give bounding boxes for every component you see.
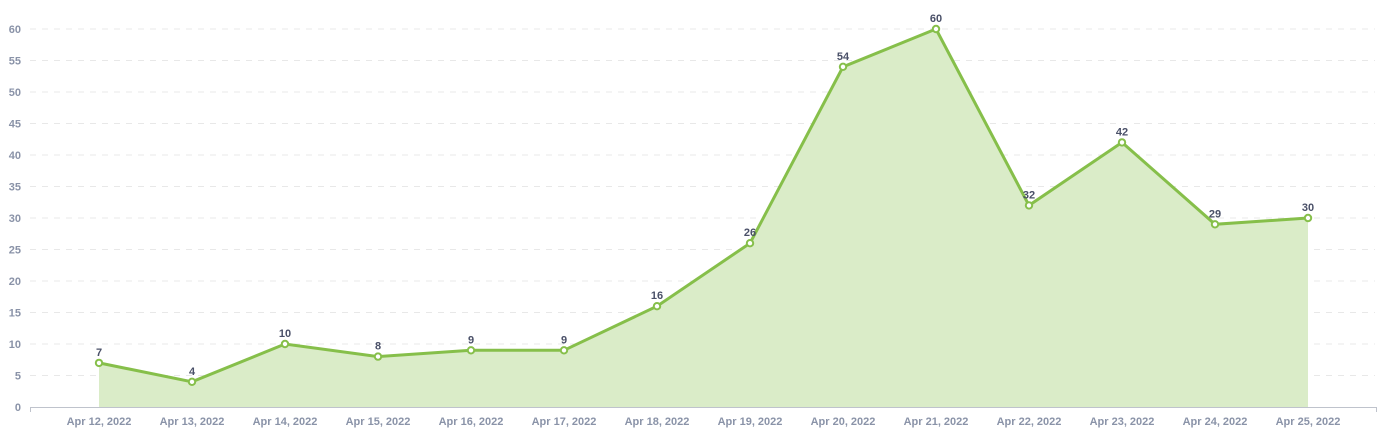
data-label: 54 bbox=[837, 51, 850, 63]
data-label: 30 bbox=[1302, 202, 1314, 214]
data-point bbox=[373, 352, 383, 361]
y-tick-label: 55 bbox=[9, 56, 21, 68]
data-point bbox=[466, 346, 476, 355]
y-tick-label: 20 bbox=[9, 276, 21, 288]
data-label: 32 bbox=[1023, 189, 1035, 201]
data-point bbox=[1210, 220, 1220, 229]
y-tick-label: 30 bbox=[9, 213, 21, 225]
y-tick-label: 60 bbox=[9, 24, 21, 36]
data-point bbox=[94, 358, 104, 368]
y-tick-label: 15 bbox=[9, 308, 21, 320]
data-label: 9 bbox=[468, 334, 474, 346]
data-label: 8 bbox=[375, 341, 381, 353]
x-tick-label: Apr 17, 2022 bbox=[532, 416, 597, 428]
data-label: 26 bbox=[744, 227, 756, 239]
data-point bbox=[652, 302, 662, 311]
data-point bbox=[559, 346, 569, 355]
x-tick-label: Apr 16, 2022 bbox=[439, 416, 504, 428]
x-tick-label: Apr 19, 2022 bbox=[718, 416, 783, 428]
data-label: 7 bbox=[96, 347, 102, 359]
y-tick-label: 45 bbox=[9, 119, 21, 131]
data-label: 10 bbox=[279, 328, 291, 340]
x-tick-label: Apr 20, 2022 bbox=[811, 416, 876, 428]
data-label: 42 bbox=[1116, 126, 1128, 138]
data-point bbox=[1024, 201, 1034, 210]
data-label: 9 bbox=[561, 334, 567, 346]
data-point bbox=[838, 62, 848, 72]
data-label: 29 bbox=[1209, 208, 1221, 220]
x-tick-label: Apr 13, 2022 bbox=[160, 416, 225, 428]
series-line bbox=[98, 27, 1309, 384]
data-point bbox=[280, 339, 290, 349]
x-tick-label: Apr 12, 2022 bbox=[67, 416, 132, 428]
y-tick-label: 10 bbox=[9, 339, 21, 351]
data-label: 4 bbox=[189, 366, 196, 378]
data-point bbox=[745, 239, 755, 248]
data-points bbox=[94, 24, 1313, 386]
data-point bbox=[931, 24, 941, 34]
x-tick-label: Apr 24, 2022 bbox=[1183, 416, 1248, 428]
x-axis-ticks: Apr 12, 2022 Apr 13, 2022 Apr 14, 2022 Apr … bbox=[30, 407, 1377, 428]
data-point bbox=[1303, 213, 1313, 223]
data-label: 60 bbox=[930, 13, 942, 25]
x-tick-label: Apr 18, 2022 bbox=[625, 416, 690, 428]
x-tick-label: Apr 23, 2022 bbox=[1090, 416, 1155, 428]
data-point bbox=[1117, 138, 1127, 147]
y-tick-label: 40 bbox=[9, 150, 21, 162]
y-tick-label: 25 bbox=[9, 245, 21, 257]
y-tick-label: 35 bbox=[9, 182, 21, 194]
x-tick-label: Apr 15, 2022 bbox=[346, 416, 411, 428]
area-fill bbox=[99, 29, 1308, 407]
data-labels: 7 4 10 8 9 9 16 26 54 60 32 42 29 30 bbox=[96, 13, 1314, 378]
y-tick-label: 50 bbox=[9, 87, 21, 99]
x-tick-label: Apr 22, 2022 bbox=[997, 416, 1062, 428]
y-tick-label: 5 bbox=[15, 371, 21, 383]
data-point bbox=[187, 377, 197, 386]
data-label: 16 bbox=[651, 290, 663, 302]
y-axis: 0 5 10 15 20 25 30 35 40 45 50 55 60 bbox=[9, 24, 21, 414]
x-tick-label: Apr 14, 2022 bbox=[253, 416, 318, 428]
x-tick-label: Apr 25, 2022 bbox=[1276, 416, 1341, 428]
y-tick-label: 0 bbox=[15, 402, 21, 414]
x-tick-label: Apr 21, 2022 bbox=[904, 416, 969, 428]
